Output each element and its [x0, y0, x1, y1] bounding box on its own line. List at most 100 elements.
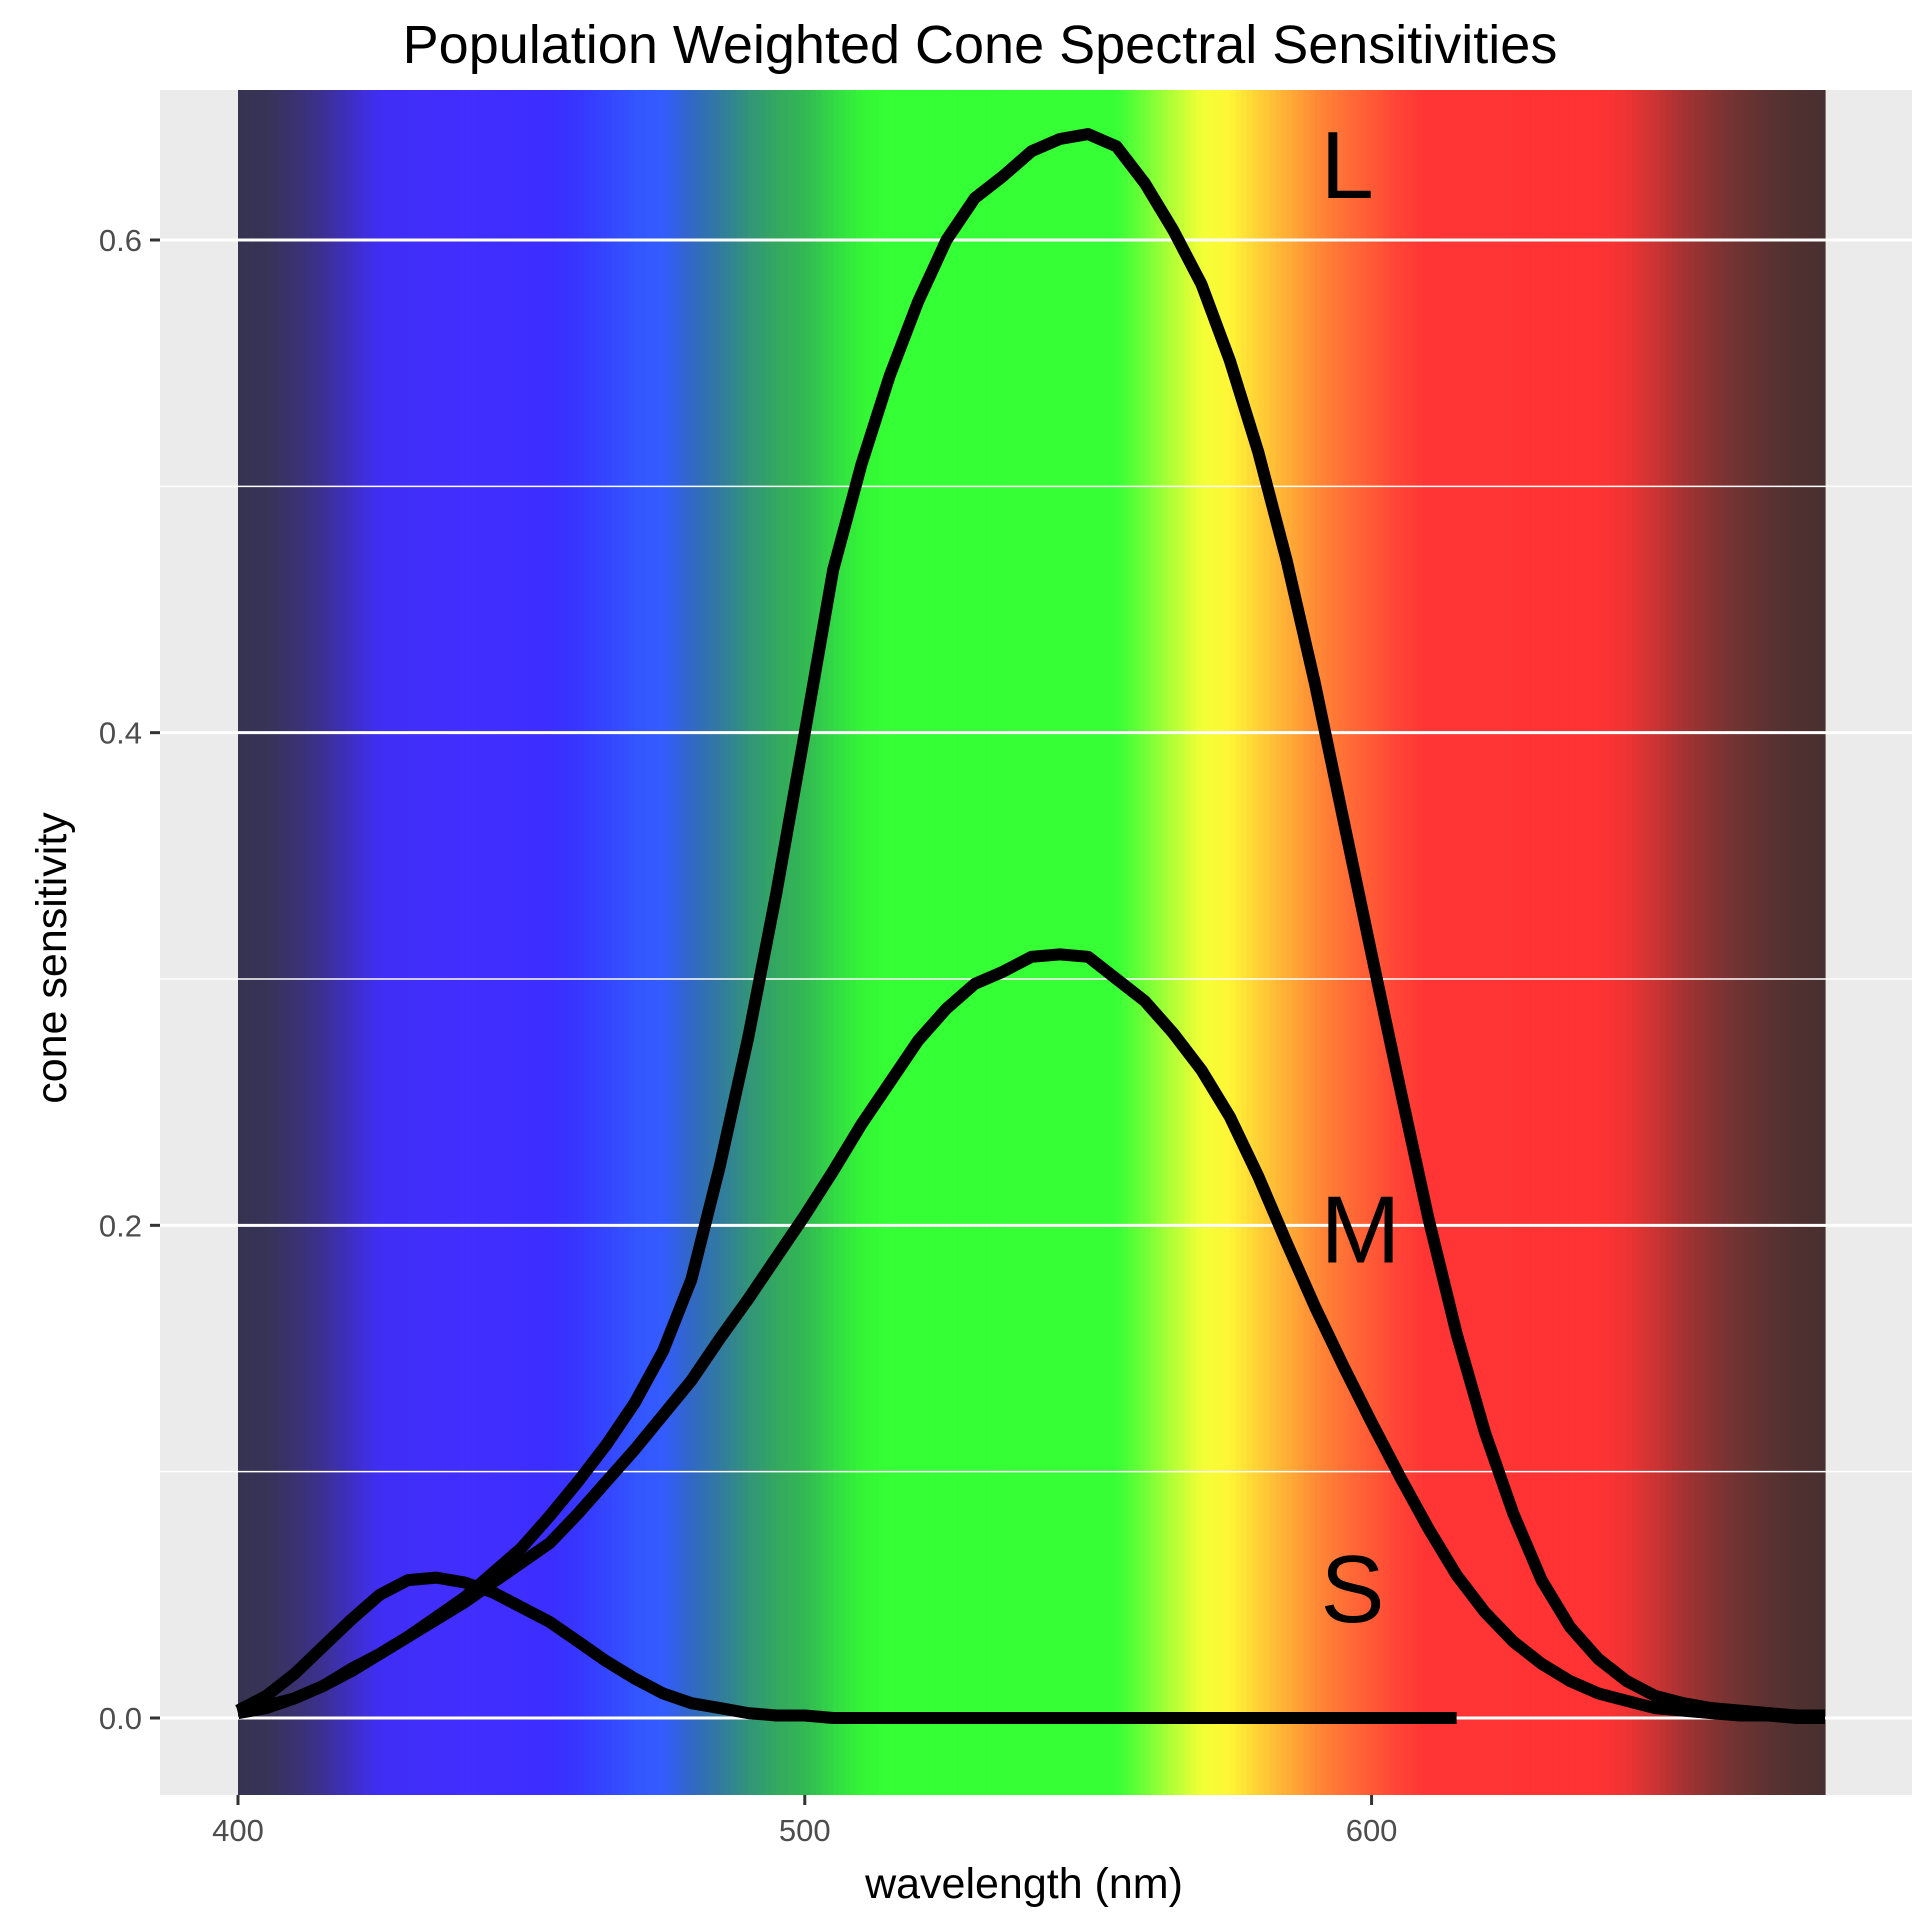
- spectrum-band: [379, 90, 386, 1795]
- spectrum-band: [1711, 90, 1718, 1795]
- spectrum-band: [583, 90, 591, 1795]
- spectrum-band: [1581, 90, 1588, 1795]
- spectrum-band: [940, 90, 948, 1795]
- spectrum-band: [1133, 90, 1140, 1795]
- spectrum-band: [425, 90, 432, 1795]
- spectrum-band: [833, 90, 840, 1795]
- spectrum-band: [799, 90, 806, 1795]
- spectrum-band: [566, 90, 574, 1795]
- spectrum-band: [323, 90, 330, 1795]
- spectrum-band: [1184, 90, 1191, 1795]
- spectrum-band: [1569, 90, 1577, 1795]
- spectrum-band: [963, 90, 970, 1795]
- spectrum-band: [748, 90, 755, 1795]
- spectrum-band: [702, 90, 710, 1795]
- spectrum-band: [1790, 90, 1798, 1795]
- spectrum-band: [1586, 90, 1594, 1795]
- spectrum-band: [1297, 90, 1305, 1795]
- spectrum-band: [1773, 90, 1781, 1795]
- spectrum-band: [1609, 90, 1616, 1795]
- spectrum-band: [1054, 90, 1061, 1795]
- spectrum-band: [1779, 90, 1786, 1795]
- spectrum-band: [351, 90, 358, 1795]
- spectrum-band: [1745, 90, 1752, 1795]
- spectrum-band: [1598, 90, 1605, 1795]
- spectrum-band: [997, 90, 1004, 1795]
- spectrum-band: [1303, 90, 1310, 1795]
- spectrum-band: [1717, 90, 1724, 1795]
- spectrum-band: [1592, 90, 1599, 1795]
- spectrum-band: [1218, 90, 1225, 1795]
- spectrum-band: [1615, 90, 1622, 1795]
- spectrum-band: [1620, 90, 1628, 1795]
- spectrum-band: [634, 90, 642, 1795]
- spectrum-band: [810, 90, 817, 1795]
- spectrum-band: [1348, 90, 1356, 1795]
- spectrum-band: [1456, 90, 1463, 1795]
- spectrum-band: [419, 90, 426, 1795]
- y-tick-label: 0.6: [99, 223, 142, 258]
- series-label-M: M: [1321, 1176, 1401, 1283]
- spectrum-band: [357, 90, 364, 1795]
- spectrum-band: [612, 90, 619, 1795]
- spectrum-band: [708, 90, 715, 1795]
- spectrum-band: [646, 90, 653, 1795]
- spectrum-band: [1575, 90, 1582, 1795]
- x-tick-label: 600: [1346, 1813, 1398, 1848]
- spectrum-band: [1178, 90, 1186, 1795]
- spectrum-band: [1643, 90, 1650, 1795]
- spectrum-band: [629, 90, 636, 1795]
- spectrum-band: [991, 90, 999, 1795]
- spectrum-band: [413, 90, 420, 1795]
- spectrum-band: [1173, 90, 1180, 1795]
- spectrum-band: [918, 90, 925, 1795]
- spectrum-band: [1059, 90, 1067, 1795]
- spectrum-band: [527, 90, 534, 1795]
- spectrum-band: [1388, 90, 1395, 1795]
- spectrum-band: [1785, 90, 1792, 1795]
- spectrum-band: [1263, 90, 1271, 1795]
- spectrum-band: [912, 90, 919, 1795]
- spectrum-band: [617, 90, 625, 1795]
- spectrum-band: [1037, 90, 1044, 1795]
- spectrum-band: [1524, 90, 1531, 1795]
- spectrum-band: [1337, 90, 1344, 1795]
- series-line-M: [236, 948, 1825, 1724]
- spectrum-band: [1535, 90, 1543, 1795]
- spectrum-band: [680, 90, 687, 1795]
- spectrum-band: [793, 90, 800, 1795]
- spectrum-band: [1507, 90, 1514, 1795]
- spectrum-band: [1275, 90, 1282, 1795]
- spectrum-band: [1541, 90, 1548, 1795]
- chart-title: Population Weighted Cone Spectral Sensit…: [403, 15, 1558, 75]
- spectrum-band: [549, 90, 556, 1795]
- spectrum-band: [838, 90, 846, 1795]
- spectrum-band: [544, 90, 551, 1795]
- spectrum-band: [283, 90, 290, 1795]
- spectrum-band: [861, 90, 868, 1795]
- spectrum-band: [736, 90, 744, 1795]
- spectrum-band: [691, 90, 698, 1795]
- spectrum-band: [1269, 90, 1276, 1795]
- spectrum-band: [1807, 90, 1815, 1795]
- spectrum-band: [1422, 90, 1429, 1795]
- spectrum-band: [867, 90, 874, 1795]
- spectrum-band: [340, 90, 347, 1795]
- spectrum-band: [1728, 90, 1735, 1795]
- spectrum-band: [476, 90, 483, 1795]
- spectrum-band: [1127, 90, 1135, 1795]
- spectrum-band: [1139, 90, 1146, 1795]
- spectrum-band: [362, 90, 369, 1795]
- spectrum-band: [1235, 90, 1242, 1795]
- spectrum-band: [906, 90, 914, 1795]
- spectrum-band: [1201, 90, 1208, 1795]
- spectrum-band: [946, 90, 953, 1795]
- x-axis-title: wavelength (nm): [864, 1860, 1183, 1908]
- spectrum-band: [1428, 90, 1435, 1795]
- spectrum-band: [272, 90, 279, 1795]
- spectrum-band: [1552, 90, 1560, 1795]
- spectrum-band: [1756, 90, 1764, 1795]
- spectrum-band: [470, 90, 477, 1795]
- spectrum-band: [725, 90, 732, 1795]
